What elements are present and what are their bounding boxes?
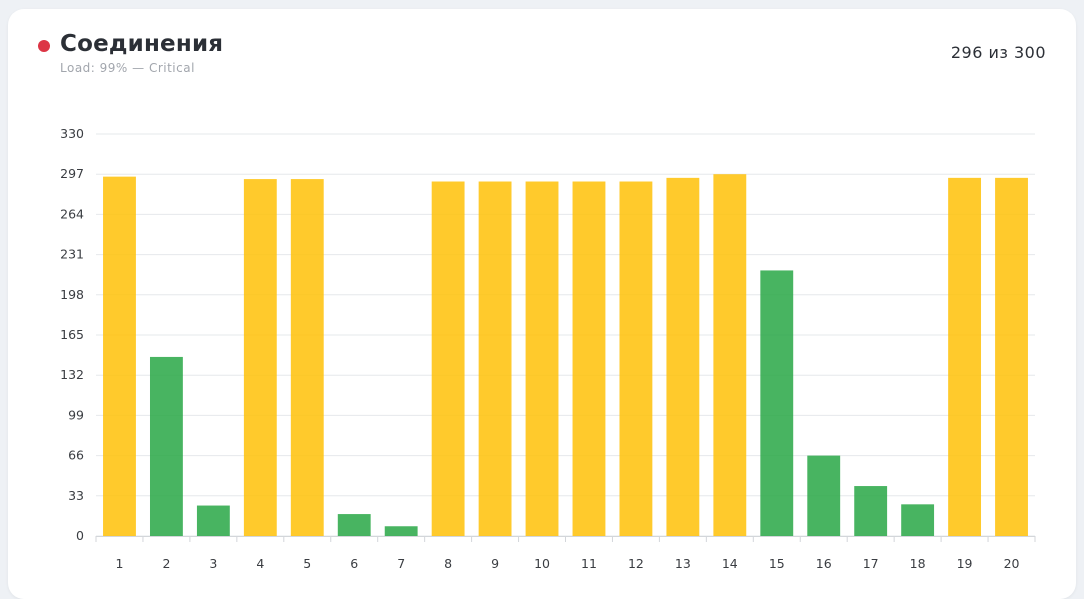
x-tick-label: 19: [957, 556, 973, 571]
bar-12[interactable]: [619, 181, 653, 536]
bar-2[interactable]: [149, 356, 183, 536]
y-tick-label: 33: [68, 488, 84, 503]
x-tick-label: 3: [209, 556, 217, 571]
y-tick-label: 297: [60, 166, 84, 181]
x-tick-label: 8: [444, 556, 452, 571]
y-tick-label: 132: [60, 367, 84, 382]
x-tick-label: 20: [1004, 556, 1020, 571]
y-tick-label: 330: [60, 126, 84, 141]
y-tick-label: 231: [60, 247, 84, 262]
x-tick-label: 1: [115, 556, 123, 571]
bar-5[interactable]: [290, 179, 324, 536]
x-tick-label: 12: [628, 556, 644, 571]
x-tick-label: 13: [675, 556, 691, 571]
bar-8[interactable]: [431, 181, 465, 536]
x-tick-label: 17: [863, 556, 879, 571]
x-tick-label: 10: [534, 556, 550, 571]
bar-18[interactable]: [901, 504, 935, 536]
bar-3[interactable]: [196, 505, 230, 536]
card-title: Соединения: [60, 31, 224, 57]
bar-4[interactable]: [243, 179, 277, 536]
bar-1[interactable]: [103, 176, 136, 537]
x-tick-label: 6: [350, 556, 358, 571]
bar-15[interactable]: [760, 270, 794, 536]
card-header: Соединения Load: 99% — Critical 296 из 3…: [38, 31, 1046, 91]
x-tick-label: 14: [722, 556, 738, 571]
load-status: Load: 99% — Critical: [60, 61, 195, 75]
bar-6[interactable]: [337, 514, 371, 536]
y-tick-label: 99: [68, 407, 84, 422]
y-tick-label: 264: [60, 206, 84, 221]
bar-16[interactable]: [807, 455, 841, 536]
y-tick-label: 66: [68, 448, 84, 463]
bar-19[interactable]: [948, 177, 982, 536]
bar-11[interactable]: [572, 181, 606, 536]
x-tick-label: 11: [581, 556, 597, 571]
x-tick-label: 15: [769, 556, 785, 571]
x-tick-label: 7: [397, 556, 405, 571]
bar-20[interactable]: [995, 177, 1028, 536]
y-tick-label: 165: [60, 327, 84, 342]
y-tick-label: 0: [76, 528, 84, 543]
x-tick-label: 9: [491, 556, 499, 571]
x-tick-label: 18: [910, 556, 926, 571]
y-tick-label: 198: [60, 287, 84, 302]
x-tick-label: 5: [303, 556, 311, 571]
x-tick-label: 16: [816, 556, 832, 571]
bar-9[interactable]: [478, 181, 512, 536]
connection-count: 296 из 300: [950, 43, 1046, 62]
bar-10[interactable]: [525, 181, 559, 536]
bar-13[interactable]: [666, 177, 700, 536]
bar-7[interactable]: [384, 526, 418, 536]
status-dot-icon: [38, 40, 50, 52]
bar-14[interactable]: [713, 174, 747, 536]
bar-17[interactable]: [854, 486, 888, 536]
x-tick-label: 4: [256, 556, 264, 571]
x-tick-label: 2: [162, 556, 170, 571]
